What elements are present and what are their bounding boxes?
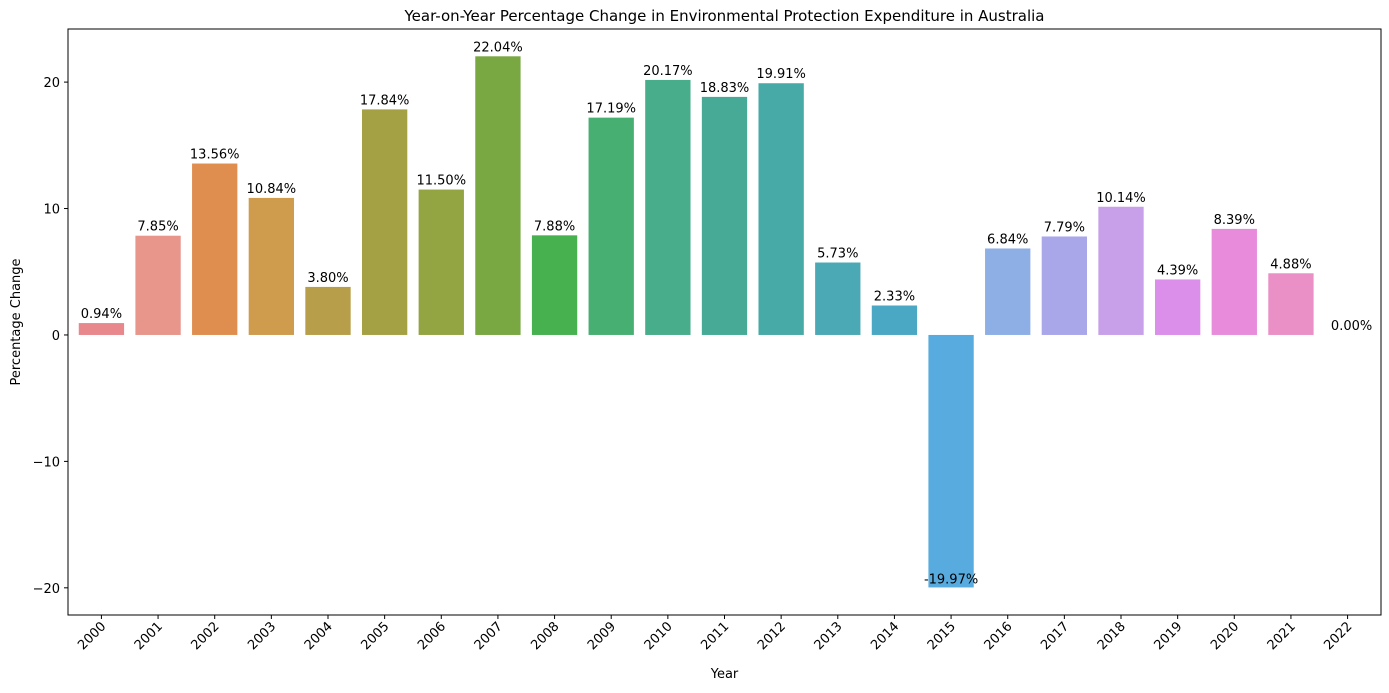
bar-2008 bbox=[531, 235, 578, 335]
bar-2004 bbox=[305, 286, 351, 335]
x-tick-label-2022: 2022 bbox=[1321, 619, 1355, 653]
x-tick-label-2012: 2012 bbox=[755, 619, 789, 653]
x-tick-label-2017: 2017 bbox=[1038, 619, 1072, 653]
bar-label-2017: 7.79% bbox=[1044, 220, 1085, 235]
bar-2010 bbox=[645, 79, 691, 335]
x-tick-label-2002: 2002 bbox=[189, 619, 223, 653]
bar-label-2010: 20.17% bbox=[643, 64, 693, 79]
bar-label-2022: 0.00% bbox=[1331, 319, 1372, 334]
x-tick-label-2009: 2009 bbox=[585, 619, 619, 653]
bar-group bbox=[78, 56, 1314, 588]
bar-2012 bbox=[758, 83, 804, 335]
x-tick-label-2003: 2003 bbox=[245, 619, 279, 653]
x-tick-label-2013: 2013 bbox=[812, 619, 846, 653]
x-tick-label-2010: 2010 bbox=[642, 619, 676, 653]
bar-2003 bbox=[248, 197, 295, 335]
bar-2005 bbox=[361, 109, 408, 335]
x-tick-label-2000: 2000 bbox=[75, 619, 109, 653]
y-tick-label--20: −20 bbox=[33, 582, 60, 597]
bar-label-2018: 10.14% bbox=[1096, 191, 1146, 206]
bar-2009 bbox=[588, 117, 634, 335]
plot-frame bbox=[67, 28, 1382, 616]
bar-2017 bbox=[1041, 236, 1088, 335]
bar-label-2004: 3.80% bbox=[307, 271, 348, 286]
bar-label-2011: 18.83% bbox=[700, 81, 750, 96]
bar-label-2021: 4.88% bbox=[1270, 257, 1311, 272]
bar-label-2013: 5.73% bbox=[817, 247, 858, 262]
x-axis-title: Year bbox=[710, 667, 739, 682]
x-tick-label-2006: 2006 bbox=[415, 619, 449, 653]
bar-2020 bbox=[1211, 228, 1257, 335]
bar-label-2005: 17.84% bbox=[360, 93, 410, 108]
x-tick-label-2019: 2019 bbox=[1151, 619, 1185, 653]
x-tick-label-2004: 2004 bbox=[302, 619, 336, 653]
y-axis-ticks: −20 −10 0 10 20 bbox=[33, 76, 68, 597]
bar-label-2019: 4.39% bbox=[1157, 263, 1198, 278]
bar-label-2002: 13.56% bbox=[190, 148, 240, 163]
x-tick-label-2008: 2008 bbox=[528, 619, 562, 653]
x-tick-label-2021: 2021 bbox=[1265, 619, 1299, 653]
x-tick-label-2001: 2001 bbox=[132, 619, 166, 653]
bar-label-2000: 0.94% bbox=[81, 307, 122, 322]
y-axis-title: Percentage Change bbox=[9, 258, 24, 385]
bar-label-group: 0.94% 7.85% 13.56% 10.84% 3.80% 17.84% 11.50% 2… bbox=[81, 40, 1372, 587]
bar-2015 bbox=[928, 334, 974, 588]
bar-2011 bbox=[701, 96, 748, 335]
x-tick-label-2015: 2015 bbox=[925, 619, 959, 653]
bar-label-2006: 11.50% bbox=[416, 174, 466, 189]
bar-label-2012: 19.91% bbox=[756, 67, 806, 82]
y-tick-label--10: −10 bbox=[33, 455, 60, 470]
y-tick-label-0: 0 bbox=[52, 329, 60, 344]
bar-2018 bbox=[1098, 206, 1144, 335]
bar-label-2014: 2.33% bbox=[874, 290, 915, 305]
bar-2021 bbox=[1268, 273, 1314, 335]
x-tick-label-2018: 2018 bbox=[1095, 619, 1129, 653]
bar-label-2015: -19.97% bbox=[924, 572, 978, 587]
bar-label-2016: 6.84% bbox=[987, 232, 1028, 247]
bar-2016 bbox=[985, 248, 1031, 335]
bar-2001 bbox=[135, 235, 181, 335]
bar-2006 bbox=[418, 189, 464, 335]
x-tick-label-2014: 2014 bbox=[868, 619, 902, 653]
bar-2013 bbox=[815, 262, 861, 335]
bar-2002 bbox=[192, 163, 238, 335]
bar-2000 bbox=[78, 323, 125, 335]
bar-label-2008: 7.88% bbox=[534, 219, 575, 234]
bar-2019 bbox=[1154, 279, 1201, 335]
bar-2014 bbox=[871, 305, 918, 335]
bar-label-2020: 8.39% bbox=[1214, 213, 1255, 228]
x-axis-ticks: 2000 2001 2002 2003 2004 2005 2006 2007 2008 2009… bbox=[75, 615, 1355, 653]
bar-label-2003: 10.84% bbox=[247, 182, 297, 197]
y-tick-label-10: 10 bbox=[43, 203, 60, 218]
x-tick-label-2005: 2005 bbox=[358, 619, 392, 653]
y-tick-label-20: 20 bbox=[43, 76, 60, 91]
x-tick-label-2020: 2020 bbox=[1208, 619, 1242, 653]
bar-2007 bbox=[475, 56, 521, 335]
bar-label-2009: 17.19% bbox=[586, 102, 636, 117]
bar-label-2001: 7.85% bbox=[137, 220, 178, 235]
x-tick-label-2011: 2011 bbox=[698, 619, 732, 653]
x-tick-label-2016: 2016 bbox=[982, 619, 1016, 653]
bar-label-2007: 22.04% bbox=[473, 40, 523, 55]
chart-title: Year-on-Year Percentage Change in Enviro… bbox=[404, 7, 1045, 25]
x-tick-label-2007: 2007 bbox=[472, 619, 506, 653]
